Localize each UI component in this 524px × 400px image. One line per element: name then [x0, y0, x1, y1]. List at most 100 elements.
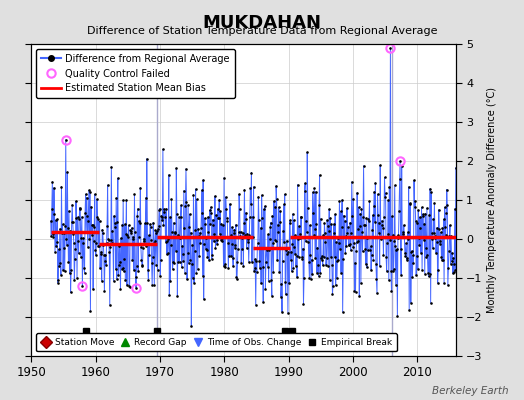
- Point: [108, 240, 116, 247]
- Point: [291, 232, 300, 239]
- Point: [355, 204, 363, 210]
- Point: [413, 266, 422, 272]
- Point: [270, 198, 278, 204]
- Point: [202, 246, 210, 252]
- Point: [444, 265, 453, 272]
- Point: [220, 262, 228, 269]
- Point: [314, 262, 322, 268]
- Point: [390, 238, 398, 244]
- Point: [305, 275, 313, 282]
- Point: [59, 245, 68, 251]
- Point: [206, 220, 214, 227]
- Point: [108, 228, 117, 234]
- Point: [362, 214, 370, 221]
- Point: [378, 222, 387, 228]
- Point: [354, 238, 363, 244]
- Point: [270, 237, 279, 243]
- Point: [205, 207, 214, 213]
- Point: [203, 247, 211, 253]
- Point: [212, 212, 220, 218]
- Point: [345, 241, 354, 247]
- Point: [383, 268, 391, 274]
- Point: [405, 184, 413, 190]
- Point: [178, 264, 186, 271]
- Point: [386, 236, 394, 243]
- Point: [159, 146, 167, 152]
- Point: [168, 229, 176, 235]
- Point: [118, 222, 126, 228]
- Point: [389, 268, 397, 274]
- Point: [54, 276, 62, 283]
- Point: [191, 186, 200, 192]
- Point: [363, 235, 372, 241]
- Point: [177, 202, 185, 209]
- Point: [424, 273, 433, 280]
- Point: [197, 224, 205, 231]
- Point: [210, 238, 218, 244]
- Point: [114, 175, 122, 181]
- Point: [432, 239, 441, 245]
- Point: [273, 257, 281, 263]
- Point: [298, 256, 307, 262]
- Point: [300, 188, 309, 194]
- Point: [449, 270, 457, 276]
- Point: [244, 236, 253, 242]
- Point: [82, 194, 91, 201]
- Point: [451, 206, 459, 212]
- Point: [170, 229, 179, 235]
- Point: [187, 323, 195, 329]
- Point: [173, 293, 182, 299]
- Point: [348, 212, 356, 219]
- Point: [387, 268, 395, 275]
- Point: [248, 213, 257, 220]
- Point: [69, 219, 77, 225]
- Point: [394, 235, 402, 241]
- Point: [407, 249, 416, 256]
- Point: [415, 242, 423, 248]
- Point: [179, 258, 188, 264]
- Point: [402, 240, 410, 246]
- Point: [450, 261, 458, 268]
- Point: [194, 226, 202, 232]
- Point: [250, 265, 259, 271]
- Point: [361, 222, 369, 228]
- Point: [146, 221, 154, 227]
- Point: [350, 288, 358, 294]
- Point: [82, 229, 90, 235]
- Point: [94, 242, 102, 249]
- Point: [51, 217, 60, 224]
- Point: [191, 227, 199, 233]
- Point: [166, 214, 174, 220]
- Point: [265, 278, 273, 284]
- Point: [373, 191, 381, 198]
- Point: [112, 266, 120, 272]
- Point: [127, 225, 136, 231]
- Point: [124, 222, 133, 228]
- Point: [424, 270, 432, 276]
- Point: [403, 229, 412, 235]
- Point: [367, 267, 375, 274]
- Point: [93, 196, 101, 203]
- Point: [442, 210, 451, 216]
- Point: [370, 188, 378, 195]
- Point: [332, 239, 341, 246]
- Point: [85, 236, 94, 242]
- Point: [63, 169, 72, 175]
- Point: [326, 215, 334, 221]
- Point: [371, 180, 379, 186]
- Point: [308, 256, 316, 263]
- Point: [356, 223, 364, 229]
- Point: [153, 228, 161, 234]
- Point: [223, 214, 231, 221]
- Point: [441, 224, 450, 230]
- Point: [114, 272, 123, 278]
- Point: [135, 234, 144, 240]
- Point: [101, 252, 110, 258]
- Point: [206, 204, 215, 210]
- Point: [349, 196, 357, 202]
- Point: [70, 240, 78, 246]
- Point: [115, 243, 124, 250]
- Point: [143, 220, 151, 226]
- Point: [337, 270, 345, 276]
- Legend: Station Move, Record Gap, Time of Obs. Change, Empirical Break: Station Move, Record Gap, Time of Obs. C…: [36, 334, 397, 352]
